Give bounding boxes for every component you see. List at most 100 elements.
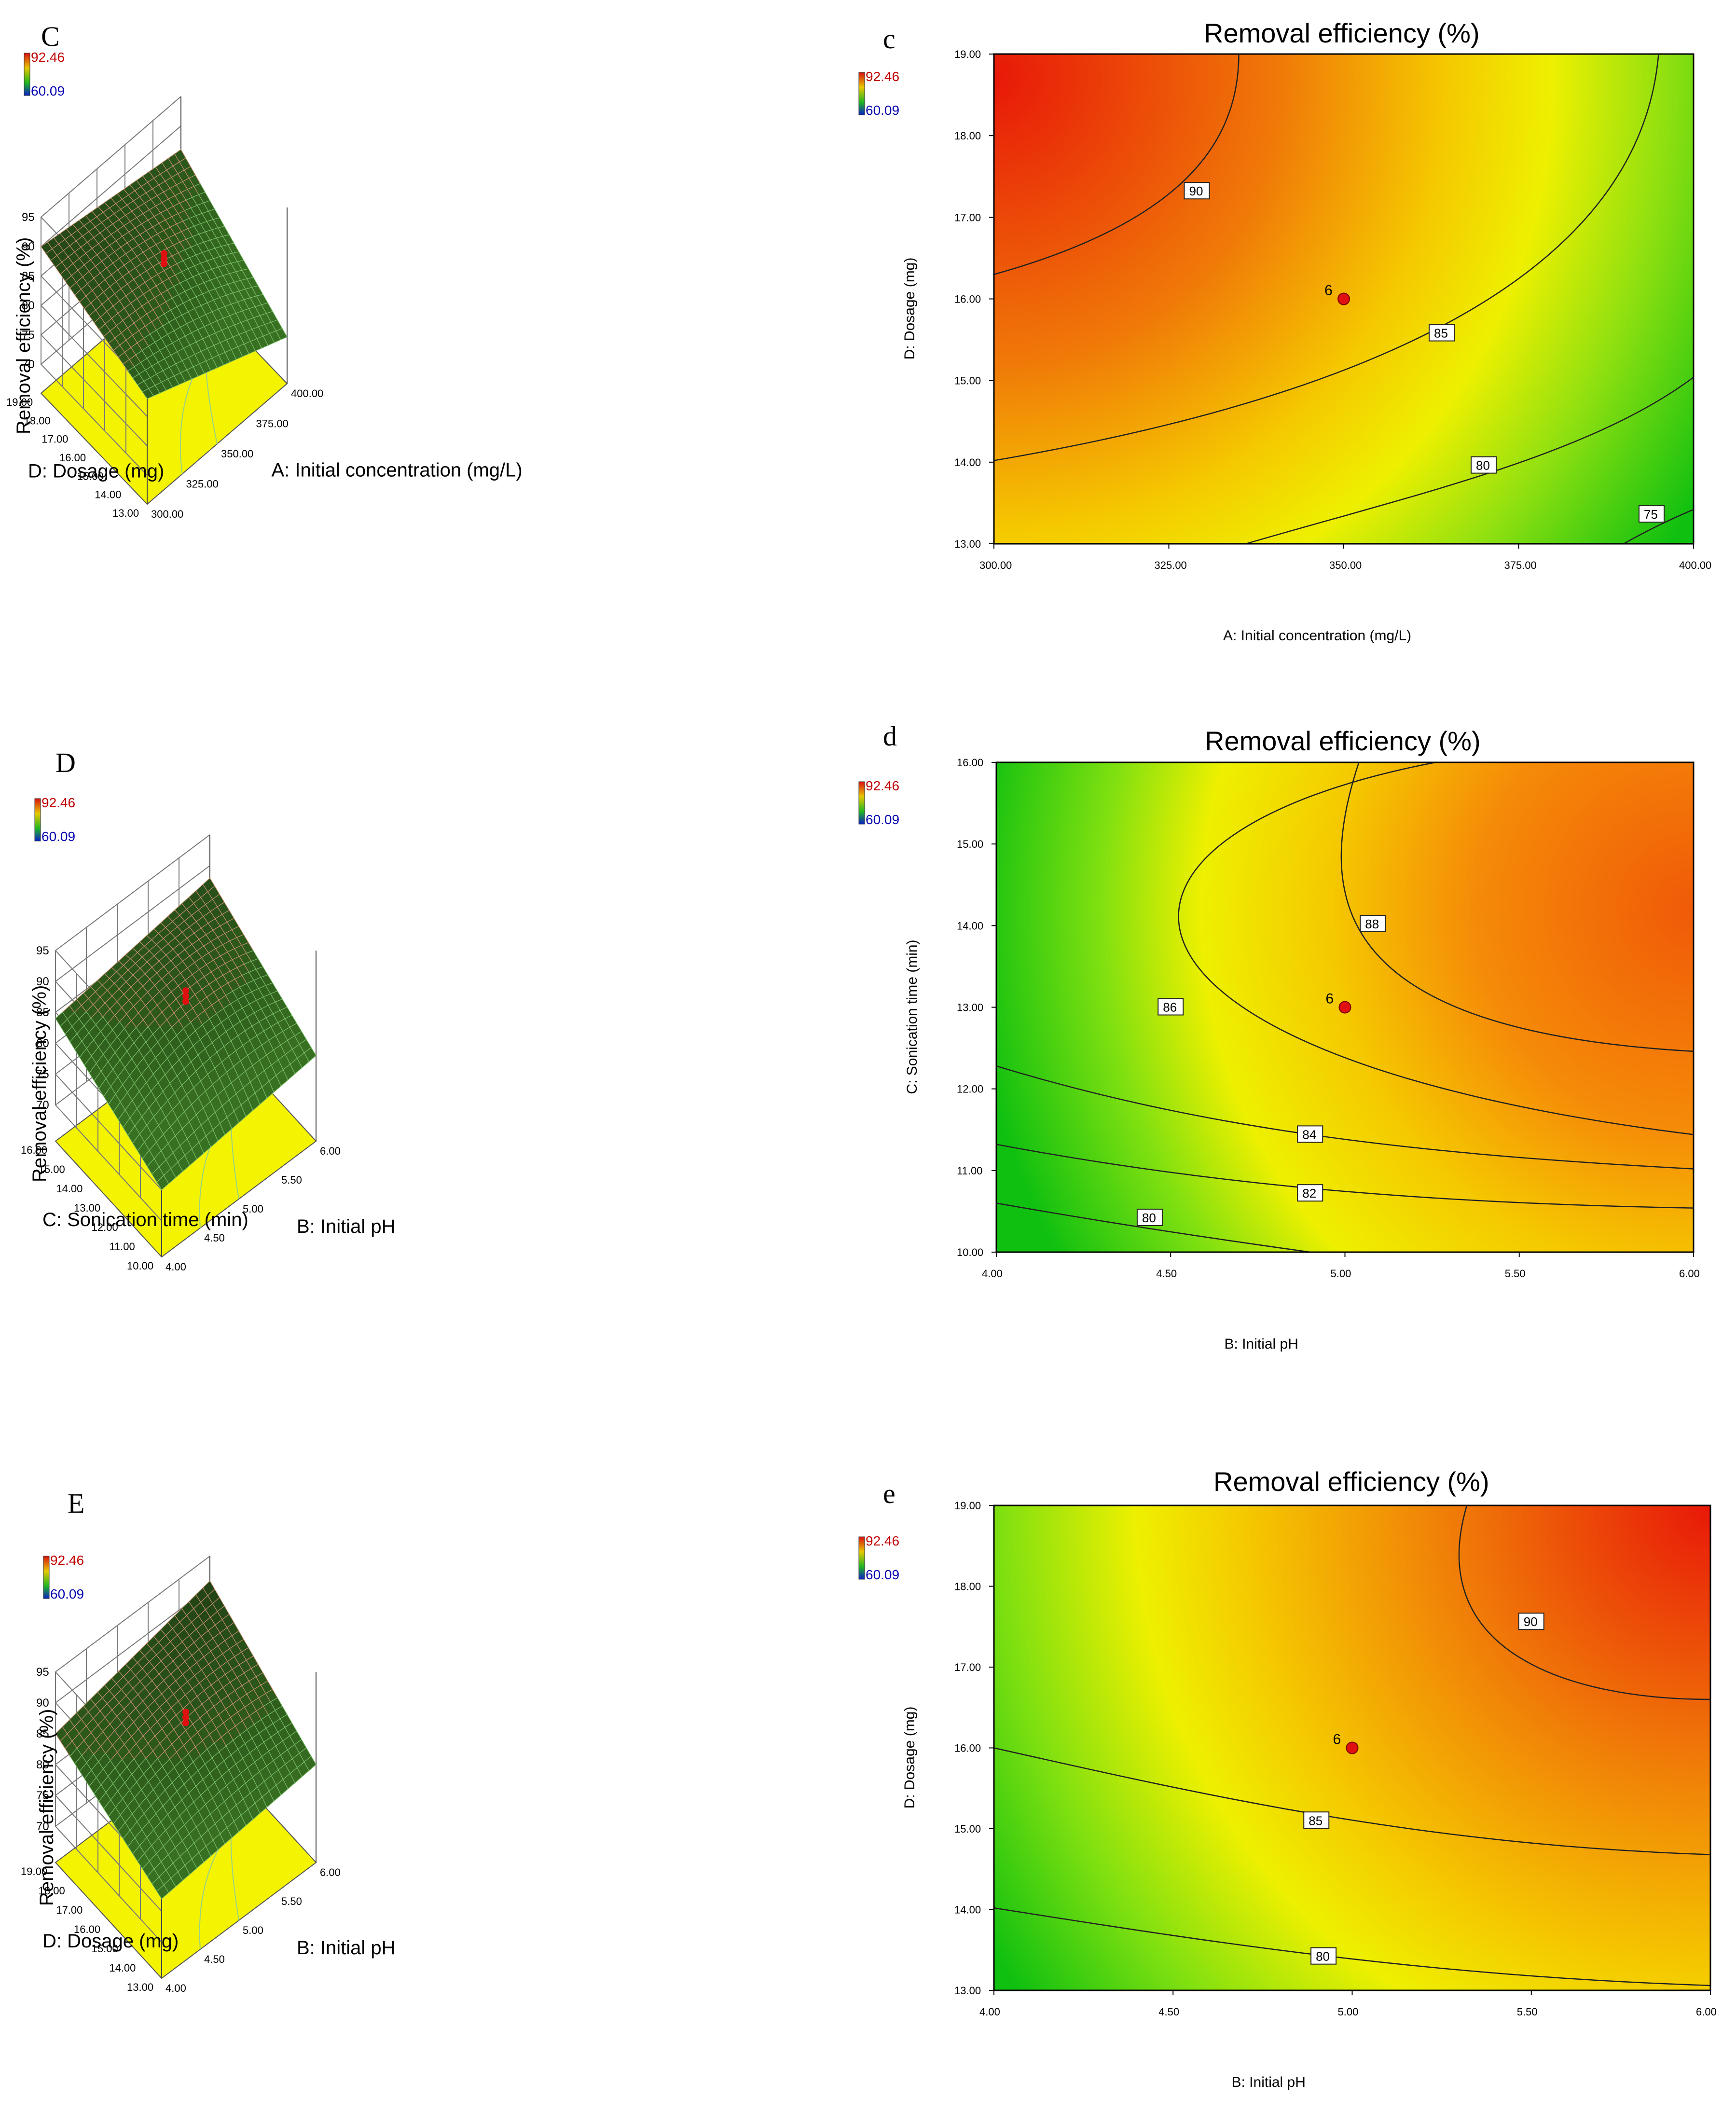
legend-high-label: 92.46 [50,1553,84,1568]
legend-color-bar [24,53,30,96]
y-tick-label: 12.00 [92,1221,118,1233]
y-tick-label: 10.00 [127,1260,153,1272]
z-tick-label: 70 [36,1099,49,1112]
x-tick-label: 400.00 [1679,559,1711,571]
design-point [161,260,167,267]
x-tick-label: 350.00 [1329,559,1362,571]
chart-title: Removal efficiency (%) [1204,18,1480,48]
y-tick-label: 19.00 [954,1500,981,1512]
contour-label-box [1136,1208,1163,1226]
design-point [182,993,189,1000]
x-tick-label: 375.00 [256,418,289,430]
x-tick-label: 6.00 [1696,2006,1717,2018]
contour-label: 90 [1524,1614,1538,1629]
z-tick-label: 85 [36,1006,49,1019]
x-tick-label: 5.00 [1338,2006,1359,2018]
y-tick-label: 16.00 [74,1923,100,1935]
y-tick-label: 13.00 [74,1202,100,1214]
x-tick-label: 5.50 [1517,2006,1538,2018]
color-legend: 92.46 60.09 [858,69,899,118]
y-tick-label: 13.00 [112,507,139,519]
chart-title: Removal efficiency (%) [1205,726,1481,756]
z-tick-label: 90 [36,1697,49,1710]
x-tick-label: 4.50 [204,1232,225,1244]
surface-panel-D: 70 75 80 85 90 95 4.00 4.50 5.00 5.50 6.00 10.00 11.… [21,747,396,1273]
design-point [182,998,189,1005]
contour-label-box [1360,914,1386,932]
z-tick-label: 70 [22,358,35,371]
z-axis-label: Removal efficiency (%) [36,1709,57,1906]
y-tick-label: 15.00 [77,470,104,482]
x-axis-label: A: Initial concentration (mg/L) [1223,628,1411,644]
x-tick-label: 6.00 [1679,1268,1700,1280]
z-tick-label: 85 [22,270,35,283]
center-point [1338,1001,1351,1014]
contour-label: 84 [1302,1127,1316,1142]
legend-high-label: 92.46 [31,50,65,65]
y-tick-label: 11.00 [109,1241,135,1253]
legend-high-label: 92.46 [866,778,899,793]
z-tick-label: 90 [22,240,35,253]
contour-label: 82 [1302,1186,1316,1200]
panel-label: c [883,23,896,55]
x-tick-label: 6.00 [320,1145,341,1157]
y-tick-label: 19.00 [6,396,33,408]
z-tick-label: 95 [22,211,35,224]
x-tick-label: 6.00 [320,1866,341,1878]
center-point-count: 6 [1333,1732,1341,1748]
x-tick-label: 350.00 [221,448,253,460]
y-tick-label: 14.00 [954,1904,981,1916]
y-tick-label: 15.00 [39,1163,65,1175]
legend-low-label: 60.09 [50,1587,84,1601]
design-point [161,255,167,262]
y-axis-label: D: Dosage (mg) [902,258,918,360]
x-tick-label: 325.00 [186,478,219,490]
color-legend: 92.46 60.09 [24,50,65,98]
contour-line [1623,509,1694,545]
z-tick-label: 80 [36,1037,49,1050]
y-tick-label: 19.00 [954,48,981,60]
x-tick-label: 300.00 [151,508,183,520]
z-tick-label: 80 [36,1758,49,1771]
y-tick-label: 13.00 [127,1981,153,1993]
y-axis-label: D: Dosage (mg) [42,1931,179,1952]
design-point [182,1714,189,1721]
contour-label-box [1639,505,1665,523]
y-tick-label: 18.00 [39,1885,65,1897]
surface-cell [156,1174,169,1190]
contour-label-box [1184,182,1210,200]
y-tick-label: 14.00 [56,1183,83,1195]
z-tick-label: 75 [36,1068,49,1081]
design-point [182,987,189,994]
y-tick-label: 13.00 [954,1985,981,1997]
x-tick-label: 5.50 [281,1174,302,1186]
x-axis-label: B: Initial pH [1232,2074,1306,2090]
contour-label-box [1297,1184,1323,1202]
x-tick-label: 4.00 [982,1268,1003,1280]
contour-label: 86 [1163,1000,1177,1015]
y-tick-label: 11.00 [957,1165,982,1177]
contour-label: 88 [1365,917,1379,931]
y-tick-label: 16.00 [954,1742,981,1754]
contour-label: 85 [1309,1813,1323,1828]
y-axis-label: D: Dosage (mg) [902,1707,918,1809]
y-tick-label: 12.00 [957,1083,983,1095]
contour-label-box [1518,1613,1544,1630]
x-axis-label: B: Initial pH [1225,1336,1298,1352]
legend-color-bar [858,1536,865,1580]
y-tick-label: 17.00 [954,1661,981,1673]
y-axis-label: C: Sonication time (min) [42,1209,248,1230]
contour-label-box [1297,1125,1323,1143]
z-tick-label: 80 [22,299,35,312]
y-tick-label: 18.00 [24,414,51,427]
contour-label-box [1471,456,1497,474]
contour-panel-d: 88 86 84 82 80 4.00 4.50 5.00 5.50 6.00 10.00 11.00… [883,720,1700,1352]
panel-label: C [41,21,60,52]
design-point [182,1719,189,1726]
x-tick-label: 4.00 [165,1261,186,1273]
y-tick-label: 15.00 [954,1823,981,1835]
design-point [182,1709,189,1716]
y-tick-label: 14.00 [954,456,981,469]
y-tick-label: 16.00 [59,452,86,464]
